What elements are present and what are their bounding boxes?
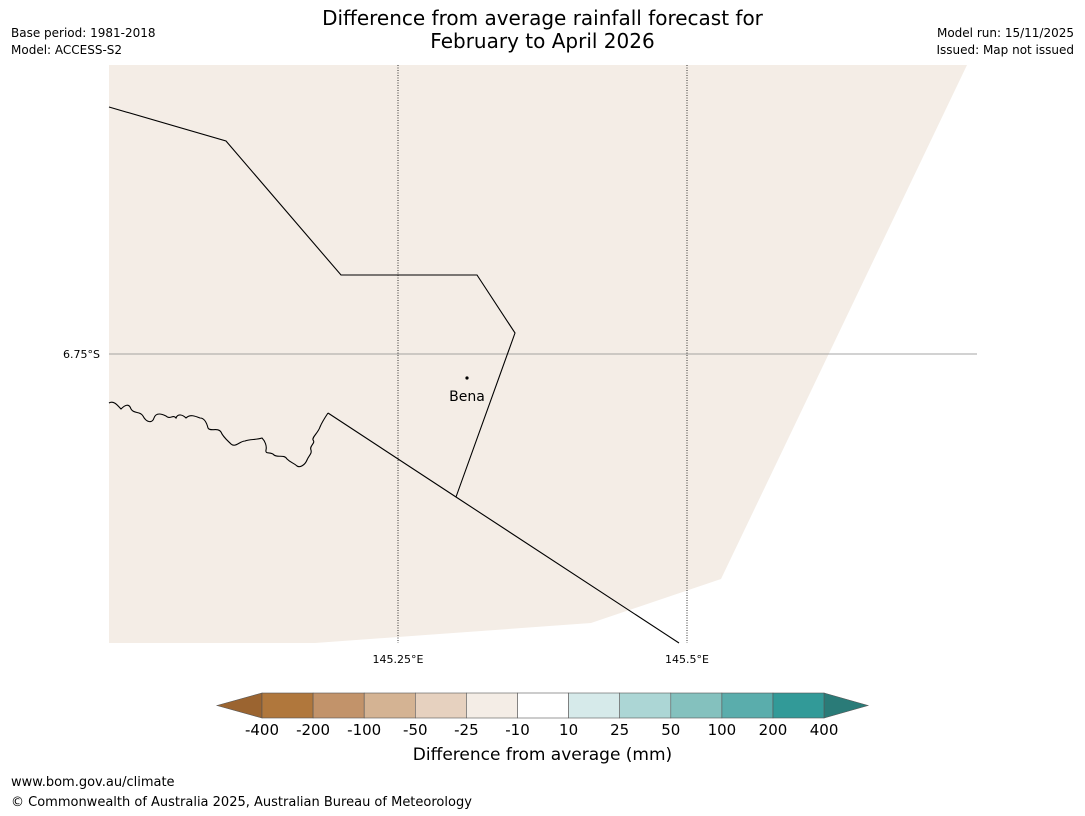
colorbar-tick-label: 25 — [610, 721, 629, 739]
colorbar-segment — [721, 692, 774, 719]
issued-text: Issued: Map not issued — [936, 43, 1074, 57]
colorbar-extend-high — [823, 692, 870, 719]
colorbar-tick-label: 10 — [559, 721, 578, 739]
colorbar-segment — [517, 692, 569, 719]
colorbar-segment — [619, 692, 672, 719]
model-run-text: Model run: 15/11/2025 — [936, 26, 1074, 40]
colorbar-extend-low — [215, 692, 263, 719]
meta-left: Base period: 1981-2018 Model: ACCESS-S2 — [11, 25, 156, 59]
colorbar-segment — [312, 692, 365, 719]
longitude-label-145-5: 145.5°E — [665, 653, 709, 666]
footer-copyright: © Commonwealth of Australia 2025, Austra… — [11, 795, 472, 810]
colorbar-segment — [670, 692, 723, 719]
colorbar-tick-label: -400 — [245, 721, 279, 739]
meta-right: Model run: 15/11/2025 Issued: Map not is… — [936, 25, 1074, 59]
colorbar-tick-label: -100 — [347, 721, 381, 739]
colorbar-tick-label: -200 — [296, 721, 330, 739]
colorbar-tick-label: 400 — [810, 721, 839, 739]
colorbar-segment — [414, 692, 467, 719]
province-boundary-south — [327, 412, 680, 644]
colorbar-tick-label: -50 — [403, 721, 428, 739]
colorbar-tick-label: 50 — [661, 721, 680, 739]
river-coastline — [108, 401, 329, 468]
colorbar-tick-label: -10 — [505, 721, 530, 739]
colorbar-tick-label: 100 — [708, 721, 737, 739]
map-title: Difference from average rainfall forecas… — [0, 7, 1085, 53]
base-period-text: Base period: 1981-2018 — [11, 26, 156, 40]
bena-label: Bena — [449, 389, 485, 405]
colorbar-segment — [363, 692, 416, 719]
province-boundary-north — [108, 106, 516, 498]
footer-url[interactable]: www.bom.gov.au/climate — [11, 775, 175, 790]
colorbar-tick-label: 200 — [759, 721, 788, 739]
colorbar-title: Difference from average (mm) — [412, 745, 673, 765]
bena-location-dot — [465, 376, 469, 380]
title-line-1: Difference from average rainfall forecas… — [322, 6, 763, 30]
model-text: Model: ACCESS-S2 — [11, 43, 123, 57]
colorbar-segment — [568, 692, 620, 719]
colorbar-tick-label: -25 — [454, 721, 479, 739]
latitude-label: 6.75°S — [63, 348, 100, 361]
colorbar-segment — [261, 692, 314, 719]
longitude-label-145-25: 145.25°E — [373, 653, 424, 666]
colorbar-segment — [772, 692, 825, 719]
colorbar: -400 -200 -100 -50 -25 -10 10 25 50 100 200 400 — [215, 692, 870, 739]
title-line-2: February to April 2026 — [430, 29, 655, 53]
colorbar-segment — [466, 692, 518, 719]
